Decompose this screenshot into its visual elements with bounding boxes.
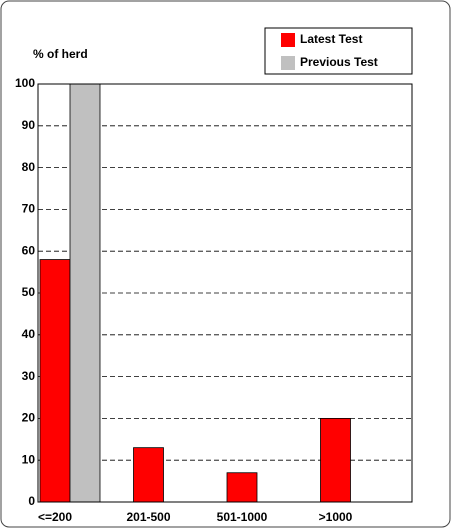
bar	[39, 259, 71, 503]
legend-label: Previous Test	[300, 55, 378, 69]
y-tick-label: 60	[22, 243, 36, 257]
y-tick-label: 50	[22, 285, 36, 299]
bar	[69, 83, 101, 503]
y-tick-label: 80	[22, 160, 36, 174]
bar	[226, 472, 258, 503]
x-tick-label: 501-1000	[217, 510, 268, 524]
legend-label: Latest Test	[300, 32, 362, 46]
x-tick-label: <=200	[38, 510, 72, 524]
x-tick-label: >1000	[319, 510, 353, 524]
y-tick-label: 40	[22, 327, 36, 341]
y-tick-label: 0	[28, 494, 35, 508]
y-tick-label: 100	[15, 76, 35, 90]
y-tick-label: 10	[22, 452, 36, 466]
y-axis-label: % of herd	[33, 47, 88, 61]
bar	[133, 447, 164, 503]
y-tick-label: 20	[22, 411, 36, 425]
bar	[320, 417, 351, 503]
y-tick-label: 90	[22, 118, 36, 132]
y-tick-label: 70	[22, 202, 36, 216]
legend-swatch	[281, 33, 295, 47]
legend-swatch	[281, 56, 295, 70]
x-tick-label: 201-500	[126, 510, 170, 524]
plot-border	[37, 83, 413, 503]
y-tick-label: 30	[22, 369, 36, 383]
